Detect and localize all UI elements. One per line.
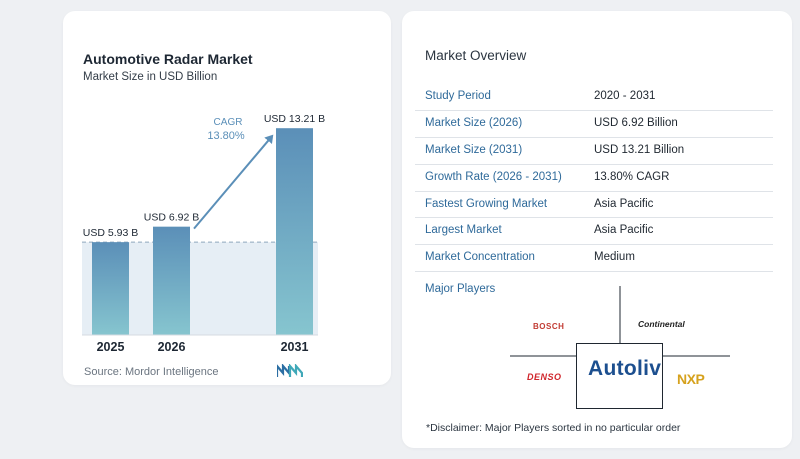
overview-row: Market Concentration Medium [415,245,773,273]
overview-row: Study Period 2020 - 2031 [415,84,773,111]
overview-row: Growth Rate (2026 - 2031) 13.80% CAGR [415,165,773,192]
overview-row: Market Size (2031) USD 13.21 Billion [415,138,773,165]
x-tick-label-2031: 2031 [281,340,309,354]
cagr-value: 13.80% [207,130,245,142]
overview-key: Market Size (2031) [425,143,523,156]
x-tick-label-2025: 2025 [97,340,125,354]
overview-row: Fastest Growing Market Asia Pacific [415,192,773,219]
overview-value: USD 6.92 Billion [594,116,678,129]
overview-key: Largest Market [425,224,502,237]
overview-value: 2020 - 2031 [594,90,656,102]
cagr-arrow [193,134,274,230]
bosch-logo: BOSCH [533,322,565,331]
autoliv-logo: Autoliv [588,357,662,380]
value-label-2025: USD 5.93 B [83,227,138,239]
value-label-2031: USD 13.21 B [264,113,325,125]
overview-row: Market Size (2026) USD 6.92 Billion [415,111,773,138]
bar-2026 [153,226,190,335]
autoliv-logo-box [576,343,663,409]
bar-2031 [276,128,313,335]
overview-key: Fastest Growing Market [425,197,548,210]
overview-value: Medium [594,251,635,264]
major-players-title: Major Players [425,283,496,295]
overview-key: Market Concentration [425,251,535,264]
chart-title: Automotive Radar Market [83,51,253,67]
x-tick-label-2026: 2026 [158,340,186,354]
market-overview-table: Study Period 2020 - 2031 Market Size (202… [415,84,773,273]
bar-2025 [92,242,129,335]
overview-value: Asia Pacific [594,224,654,237]
chart-subtitle: Market Size in USD Billion [83,71,218,83]
mordor-intelligence-logo-icon [277,364,303,377]
denso-logo: DENSO [527,372,562,382]
continental-logo: Continental [638,319,685,329]
source-text: Source: Mordor Intelligence [84,366,219,378]
value-label-2026: USD 6.92 B [144,212,199,224]
nxp-logo: NXP [677,371,705,387]
cagr-label: CAGR [214,117,243,128]
overview-value: Asia Pacific [594,197,654,210]
overview-key: Growth Rate (2026 - 2031) [425,170,562,183]
market-overview-title: Market Overview [425,48,527,63]
overview-key: Market Size (2026) [425,116,523,129]
overview-key: Study Period [425,90,491,102]
overview-row: Largest Market Asia Pacific [415,218,773,246]
overview-value: 13.80% CAGR [594,170,670,183]
disclaimer-text: *Disclaimer: Major Players sorted in no … [426,422,681,434]
overview-value: USD 13.21 Billion [594,143,685,156]
